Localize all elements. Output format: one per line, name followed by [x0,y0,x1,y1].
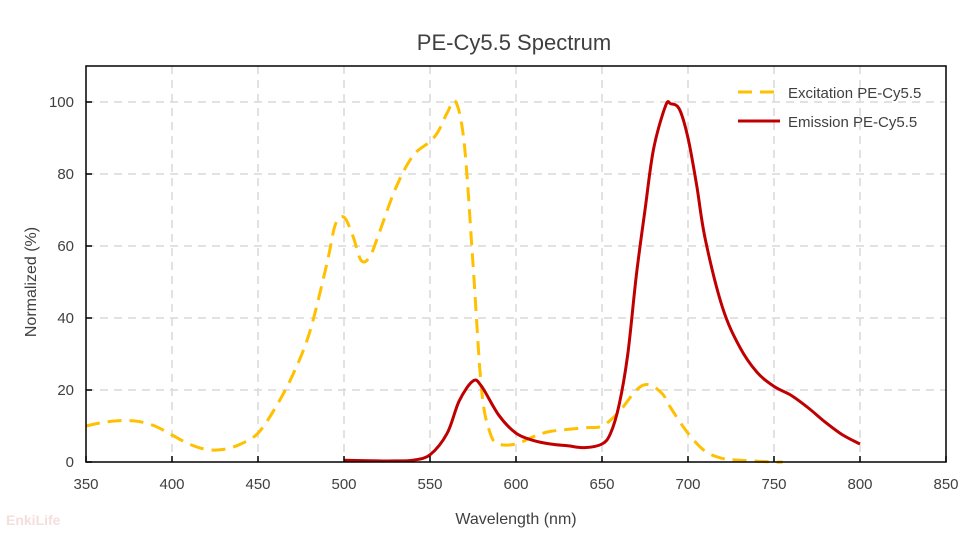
y-tick-label: 60 [57,238,74,255]
legend: Excitation PE-Cy5.5 Emission PE-Cy5.5 [738,85,921,131]
x-tick-label: 450 [245,476,270,493]
legend-label: Excitation PE-Cy5.5 [788,85,921,102]
x-tick-label: 600 [503,476,528,493]
x-tick-label: 700 [675,476,700,493]
series-line-excitation [85,99,783,464]
plot-frame [85,65,947,463]
x-tick-label: 550 [417,476,442,493]
x-tick-label: 500 [331,476,356,493]
watermark: EnkiLife [6,512,61,528]
x-tick-label: 400 [159,476,184,493]
x-tick-label: 350 [73,476,98,493]
y-tick-label: 0 [66,454,74,471]
x-tick-label: 650 [589,476,614,493]
y-tick-label: 20 [57,382,74,399]
x-tick-label: 850 [933,476,958,493]
x-tick-label: 800 [847,476,872,493]
y-axis-label: Normalized (%) [23,227,40,337]
y-tick-label: 80 [57,166,74,183]
chart-title: PE-Cy5.5 Spectrum [417,30,611,55]
y-tick-label: 40 [57,310,74,327]
y-tick-label: 100 [49,94,74,111]
legend-label: Emission PE-Cy5.5 [788,114,917,131]
x-tick-label: 750 [761,476,786,493]
x-axis-label: Wavelength (nm) [455,511,576,528]
series-line-emission [343,100,861,463]
